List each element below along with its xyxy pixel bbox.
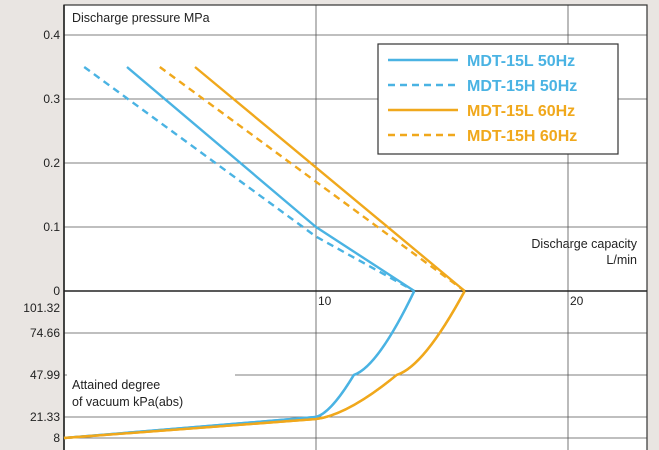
legend-label-mdt-15h-60hz: MDT-15H 60Hz [467, 128, 577, 145]
legend: MDT-15L 50Hz MDT-15H 50Hz MDT-15L 60Hz MDT-… [378, 44, 618, 154]
vacuum-tick-label: 101.32 [23, 301, 60, 315]
legend-label-mdt-15h-50hz: MDT-15H 50Hz [467, 78, 577, 95]
legend-label-mdt-15l-50hz: MDT-15L 50Hz [467, 53, 575, 70]
legend-label-mdt-15l-60hz: MDT-15L 60Hz [467, 103, 575, 120]
x-tick-label: 10 [318, 294, 332, 308]
pressure-tick-label: 0.4 [43, 28, 60, 42]
pressure-tick-label: 0.3 [43, 92, 60, 106]
pressure-tick-label: 0 [53, 284, 60, 298]
x-axis-title-line2: L/min [606, 253, 637, 267]
x-tick-label: 20 [570, 294, 584, 308]
vacuum-tick-label: 47.99 [30, 368, 60, 382]
pressure-tick-label: 0.1 [43, 220, 60, 234]
lower-y-axis-title-line2: of vacuum kPa(abs) [72, 395, 183, 409]
vacuum-tick-label: 74.66 [30, 326, 60, 340]
x-axis-title-line1: Discharge capacity [531, 237, 637, 251]
vacuum-tick-label: 8 [53, 431, 60, 445]
lower-y-axis-title-line1: Attained degree [72, 378, 160, 392]
pressure-tick-label: 0.2 [43, 156, 60, 170]
upper-y-axis-title: Discharge pressure MPa [72, 11, 210, 25]
vacuum-tick-label: 21.33 [30, 410, 60, 424]
